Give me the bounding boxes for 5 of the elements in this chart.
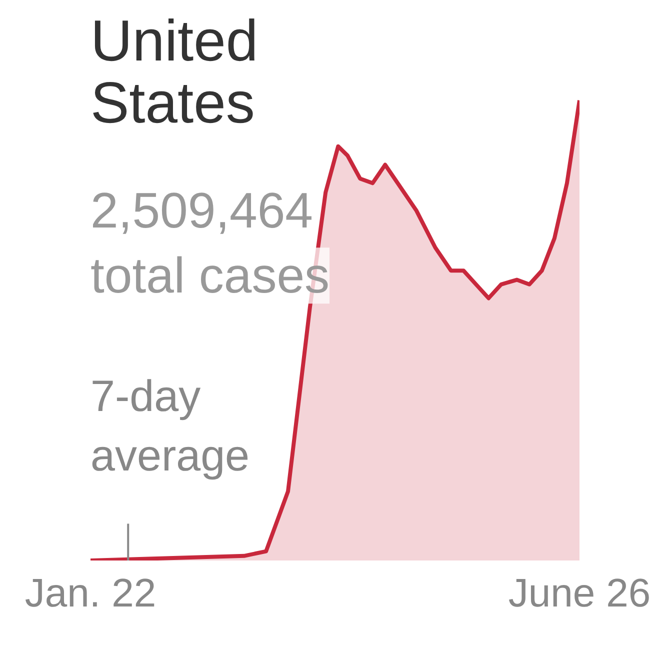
text: 2,509,464 total cases xyxy=(90,182,330,304)
x-tick-label: June 26 xyxy=(508,572,651,616)
x-tick-label: Jan. 22 xyxy=(24,572,156,616)
annotation: 7-day average xyxy=(90,372,250,481)
chart-title: United States xyxy=(90,8,258,136)
